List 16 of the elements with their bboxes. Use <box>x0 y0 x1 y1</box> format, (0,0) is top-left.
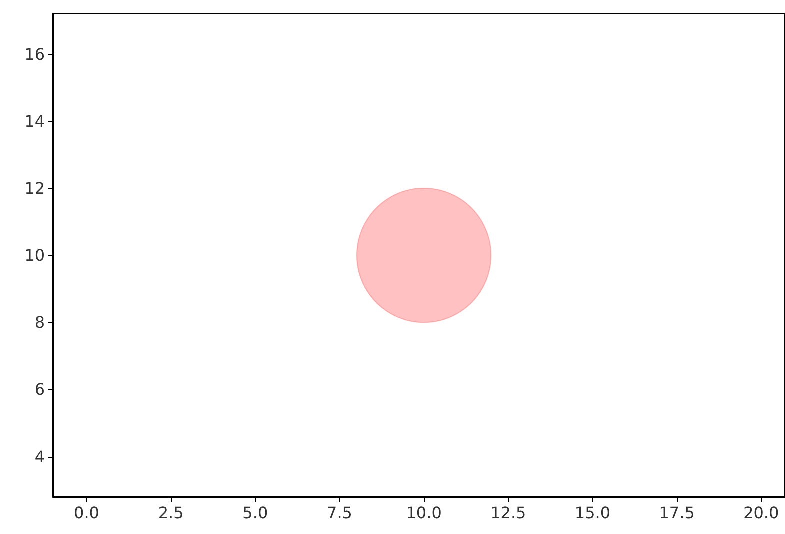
x-tick-label: 2.5 <box>158 504 184 522</box>
x-tick-label: 7.5 <box>327 504 352 522</box>
x-tick-label: 15.0 <box>574 504 611 522</box>
x-tick-label: 0.0 <box>74 504 100 522</box>
x-tick-label: 20.0 <box>744 504 780 522</box>
y-tick-label: 12 <box>24 178 45 198</box>
x-tick-label: 17.5 <box>659 504 695 522</box>
x-tick-label: 12.5 <box>490 504 526 522</box>
y-tick-label: 16 <box>24 44 45 64</box>
y-tick-label: 10 <box>24 246 45 265</box>
x-tick-label: 5.0 <box>242 504 268 522</box>
y-tick-label: 8 <box>34 313 45 332</box>
y-tick-label: 4 <box>34 447 45 466</box>
y-tick-label: 6 <box>34 380 45 400</box>
y-tick-label: 14 <box>24 112 45 131</box>
x-tick-label: 10.0 <box>406 504 442 522</box>
